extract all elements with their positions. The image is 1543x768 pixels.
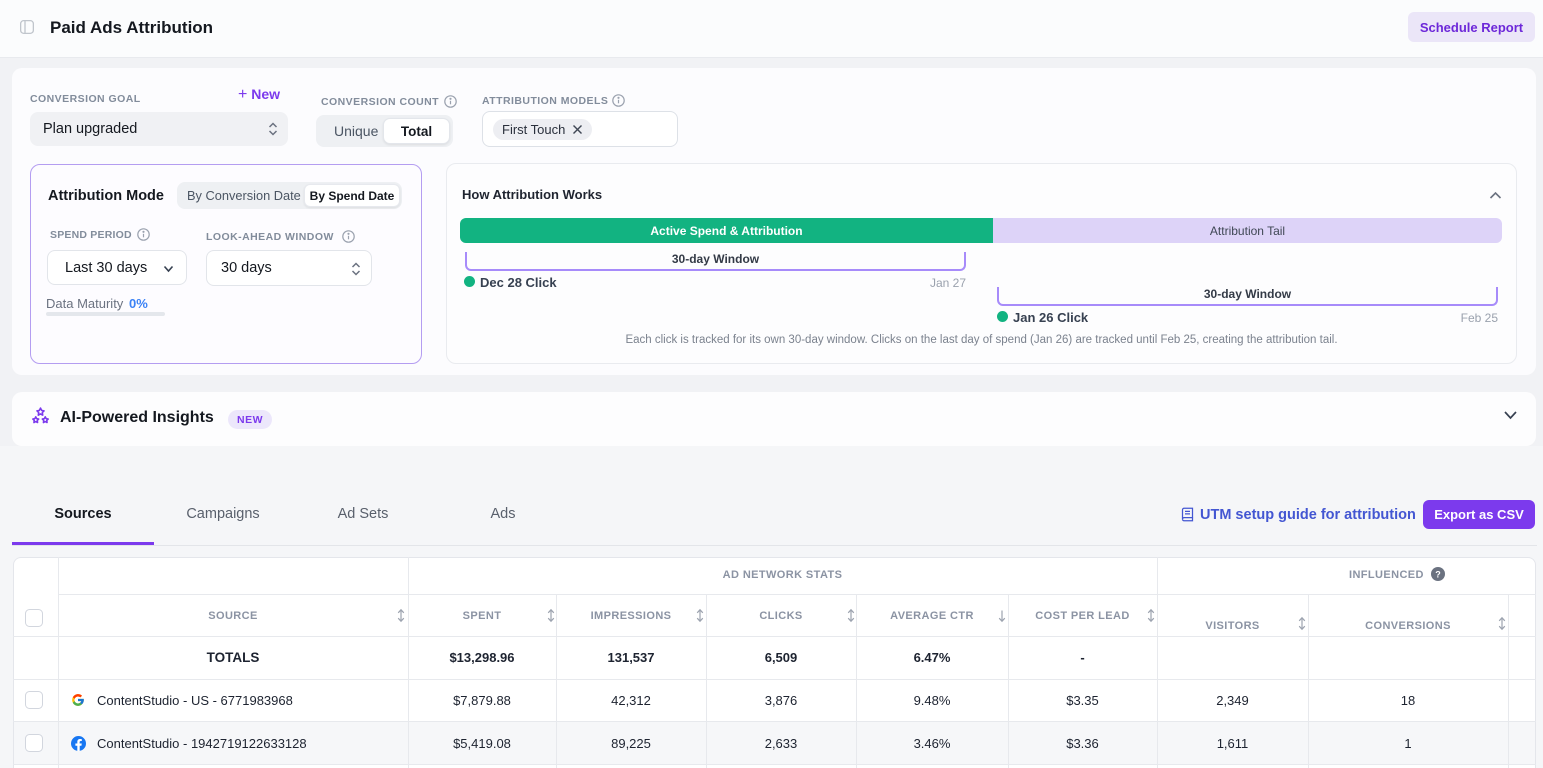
svg-text:?: ? bbox=[1435, 570, 1441, 580]
